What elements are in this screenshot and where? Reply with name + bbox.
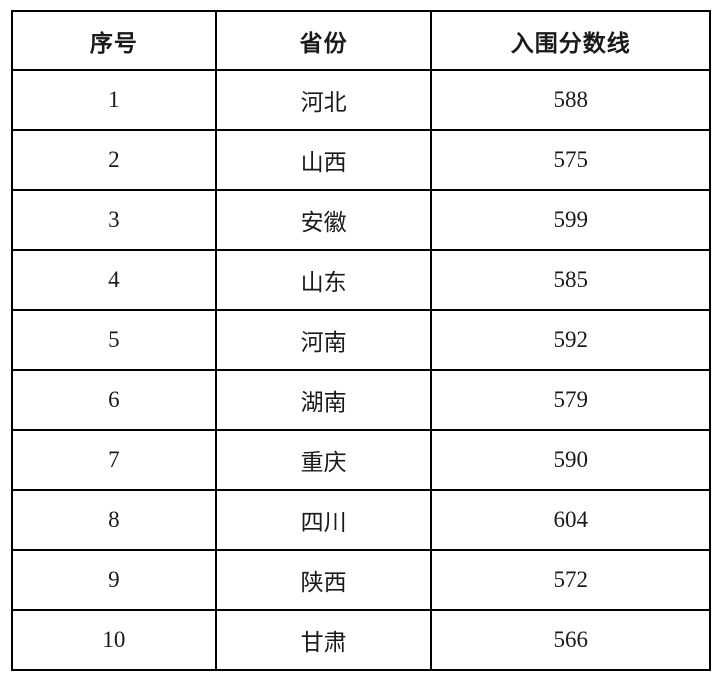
table-row: 4 山东 585 (11, 249, 711, 311)
cell-score: 599 (430, 189, 711, 251)
cell-no: 3 (11, 189, 217, 251)
cell-no: 1 (11, 69, 217, 131)
cell-province: 山西 (214, 129, 433, 191)
header-row: 序号 省份 入围分数线 (11, 10, 711, 71)
cell-province: 河南 (214, 309, 433, 371)
header-cell-no: 序号 (11, 10, 217, 71)
table-row: 10 甘肃 566 (11, 609, 711, 671)
cell-province: 陕西 (214, 549, 433, 611)
header-cell-province: 省份 (214, 10, 433, 71)
cell-province: 河北 (214, 69, 433, 131)
cell-score: 590 (430, 429, 711, 491)
province-score-table: 序号 省份 入围分数线 1 河北 588 2 山西 575 3 安徽 599 4 山东 585 5 河南 5… (11, 10, 711, 671)
table-row: 1 河北 588 (11, 69, 711, 131)
table-row: 6 湖南 579 (11, 369, 711, 431)
cell-no: 2 (11, 129, 217, 191)
cell-score: 572 (430, 549, 711, 611)
cell-province: 湖南 (214, 369, 433, 431)
table-row: 7 重庆 590 (11, 429, 711, 491)
cell-province: 四川 (214, 489, 433, 551)
cell-no: 4 (11, 249, 217, 311)
table-row: 8 四川 604 (11, 489, 711, 551)
cell-province: 安徽 (214, 189, 433, 251)
cell-no: 9 (11, 549, 217, 611)
cell-score: 604 (430, 489, 711, 551)
cell-score: 579 (430, 369, 711, 431)
table-row: 3 安徽 599 (11, 189, 711, 251)
cell-no: 10 (11, 609, 217, 671)
table-body: 1 河北 588 2 山西 575 3 安徽 599 4 山东 585 5 河南 592 6 湖南 579 7 重庆 5… (11, 69, 711, 671)
cell-no: 5 (11, 309, 217, 371)
table-row: 5 河南 592 (11, 309, 711, 371)
cell-no: 8 (11, 489, 217, 551)
table-header: 序号 省份 入围分数线 (11, 10, 711, 71)
cell-no: 6 (11, 369, 217, 431)
cell-province: 山东 (214, 249, 433, 311)
cell-province: 重庆 (214, 429, 433, 491)
table-row: 9 陕西 572 (11, 549, 711, 611)
cell-province: 甘肃 (214, 609, 433, 671)
table-row: 2 山西 575 (11, 129, 711, 191)
cell-score: 588 (430, 69, 711, 131)
cell-no: 7 (11, 429, 217, 491)
cell-score: 575 (430, 129, 711, 191)
cell-score: 592 (430, 309, 711, 371)
header-cell-score: 入围分数线 (430, 10, 711, 71)
cell-score: 585 (430, 249, 711, 311)
cell-score: 566 (430, 609, 711, 671)
